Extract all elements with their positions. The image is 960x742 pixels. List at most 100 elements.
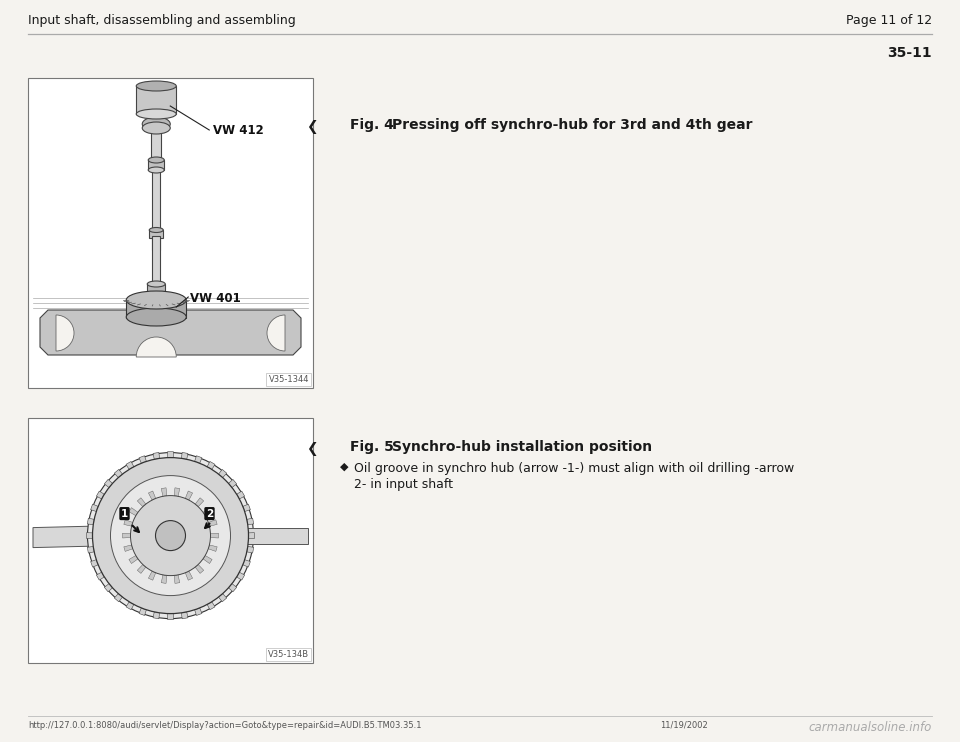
Polygon shape [243,559,251,567]
Polygon shape [96,491,105,499]
Wedge shape [56,315,74,351]
Ellipse shape [136,81,177,91]
Circle shape [131,496,210,576]
Polygon shape [181,612,188,619]
Polygon shape [195,498,204,507]
Polygon shape [174,487,180,496]
Text: Input shaft, disassembling and assembling: Input shaft, disassembling and assemblin… [28,14,296,27]
Polygon shape [237,572,245,580]
Text: V35-1344: V35-1344 [269,375,309,384]
Polygon shape [86,533,92,539]
Polygon shape [139,608,146,615]
Bar [147,284,165,294]
Circle shape [92,458,249,614]
Text: ◆: ◆ [340,462,348,472]
Polygon shape [137,565,146,574]
Bar [136,86,177,114]
Text: Synchro-hub installation position: Synchro-hub installation position [392,440,652,454]
Text: http://127.0.0.1:8080/audi/servlet/Display?action=Goto&type=repair&id=AUDI.B5.TM: http://127.0.0.1:8080/audi/servlet/Displ… [28,721,421,730]
Text: 2: 2 [205,508,213,519]
Polygon shape [237,491,245,499]
Polygon shape [114,594,123,602]
Ellipse shape [136,109,177,119]
Polygon shape [161,575,167,583]
Polygon shape [96,572,105,580]
Polygon shape [228,479,237,487]
Polygon shape [203,508,212,516]
Polygon shape [168,614,174,620]
Polygon shape [195,565,204,574]
Polygon shape [207,602,215,610]
Polygon shape [87,518,94,525]
Bar [127,300,186,318]
Text: Page 11 of 12: Page 11 of 12 [846,14,932,27]
Polygon shape [219,470,227,478]
Text: ❮: ❮ [306,442,318,456]
Polygon shape [40,310,301,355]
Text: Pressing off synchro-hub for 3rd and 4th gear: Pressing off synchro-hub for 3rd and 4th… [392,118,753,132]
Polygon shape [247,518,253,525]
Polygon shape [123,533,131,538]
Polygon shape [124,520,132,526]
Polygon shape [137,498,146,507]
Polygon shape [126,462,133,470]
Text: 11/19/2002: 11/19/2002 [660,721,708,730]
Ellipse shape [127,308,186,326]
Ellipse shape [147,281,165,287]
Bar [153,170,160,250]
Text: 35-11: 35-11 [887,46,932,60]
Polygon shape [243,504,251,511]
Polygon shape [129,508,138,516]
Bar [28,418,313,663]
Ellipse shape [148,167,164,173]
Polygon shape [174,575,180,583]
Text: 1: 1 [121,508,128,519]
Polygon shape [87,546,94,553]
Polygon shape [90,504,98,511]
Text: VW 412: VW 412 [213,123,264,137]
Polygon shape [210,533,219,538]
Polygon shape [114,470,123,478]
Polygon shape [247,546,253,553]
Polygon shape [195,608,202,615]
Ellipse shape [148,157,164,163]
Polygon shape [181,453,188,459]
Bar [152,130,161,160]
Polygon shape [195,456,202,463]
Polygon shape [153,612,159,619]
Text: Fig. 5: Fig. 5 [350,440,394,454]
Polygon shape [149,491,156,500]
Text: Oil groove in synchro hub (arrow -1-) must align with oil drilling -arrow: Oil groove in synchro hub (arrow -1-) mu… [354,462,794,475]
Polygon shape [149,571,156,580]
Polygon shape [161,487,167,496]
Wedge shape [267,315,285,351]
Polygon shape [187,528,308,544]
Text: V35-134B: V35-134B [268,650,309,659]
Bar [148,160,164,170]
Polygon shape [124,545,132,551]
Text: Fig. 4: Fig. 4 [350,118,394,132]
Text: VW 401: VW 401 [190,292,241,305]
Ellipse shape [127,291,186,309]
Ellipse shape [142,122,170,134]
Text: 2- in input shaft: 2- in input shaft [354,478,453,491]
Polygon shape [249,533,254,539]
Polygon shape [105,479,112,487]
Polygon shape [228,584,237,592]
Polygon shape [153,453,159,459]
Polygon shape [185,571,193,580]
Circle shape [87,453,253,619]
Polygon shape [90,559,98,567]
Polygon shape [105,584,112,592]
Polygon shape [126,602,133,610]
Polygon shape [208,545,217,551]
Ellipse shape [142,117,170,131]
Circle shape [156,521,185,551]
Text: carmanualsoline.info: carmanualsoline.info [808,721,932,734]
Circle shape [110,476,230,596]
Ellipse shape [149,228,163,232]
Polygon shape [207,462,215,470]
Polygon shape [168,452,174,458]
Polygon shape [208,520,217,526]
Bar [153,236,160,286]
